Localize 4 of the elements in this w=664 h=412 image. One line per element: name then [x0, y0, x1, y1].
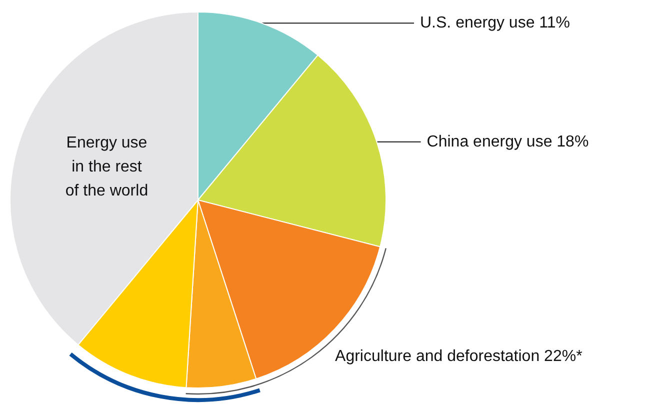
- slice-label: Energy use in the rest of the world: [65, 134, 148, 200]
- slice-label: China energy use 18%: [426, 133, 589, 150]
- slice-label: Agriculture and deforestation 22%*: [335, 348, 582, 366]
- slice-label: U.S. energy use 11%: [420, 14, 570, 32]
